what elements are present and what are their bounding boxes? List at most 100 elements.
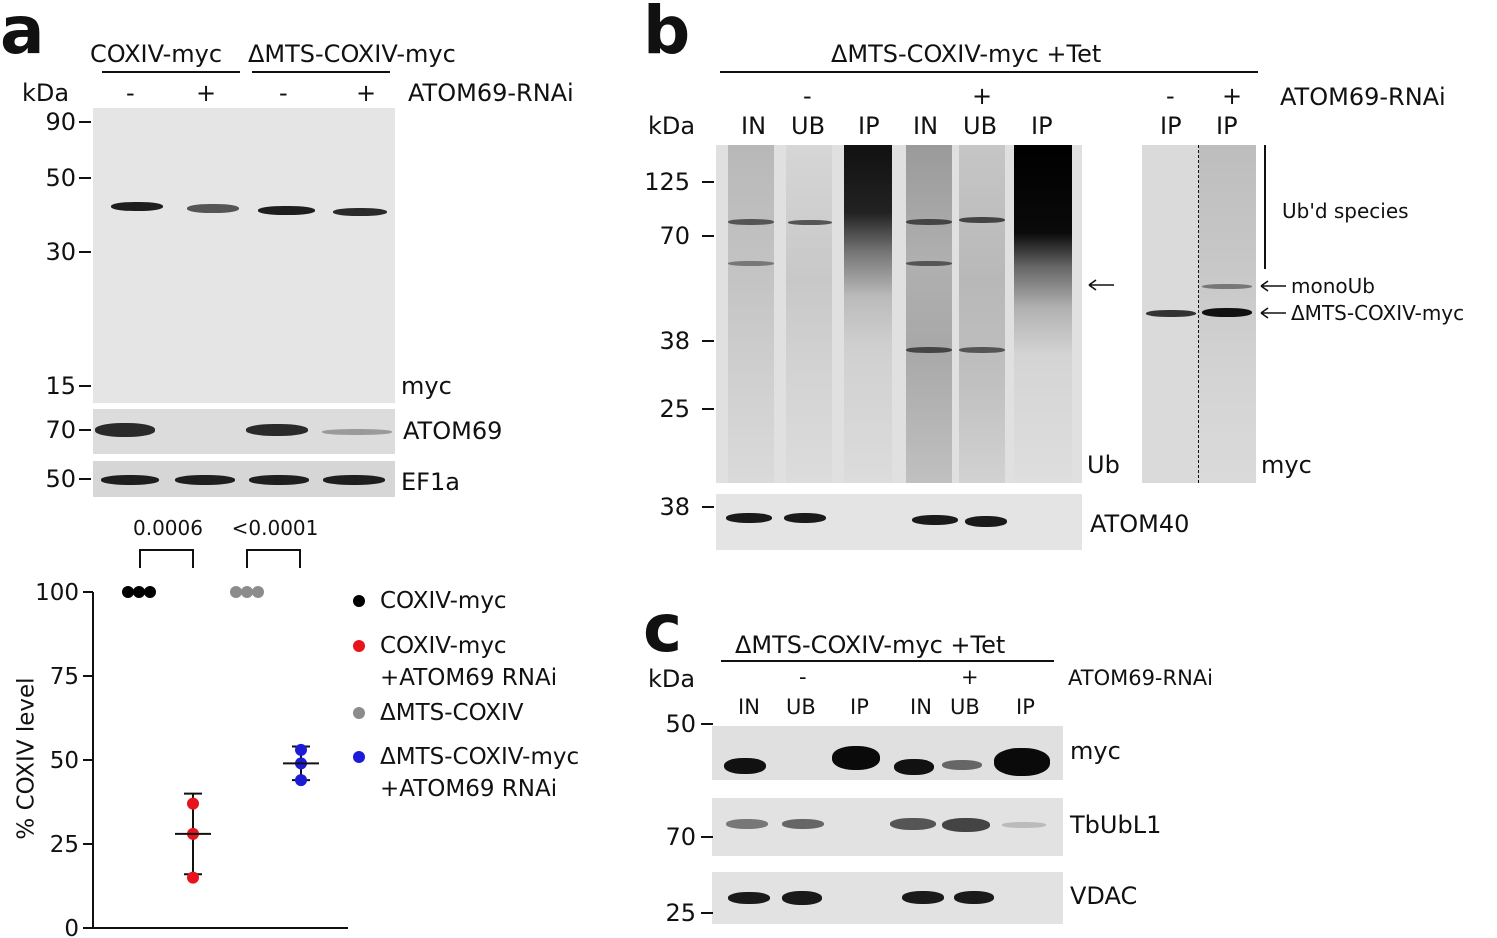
marker-tick xyxy=(702,408,714,410)
blot-label-ef1a: EF1a xyxy=(401,468,460,496)
data-point xyxy=(241,586,253,598)
lane-label: UB xyxy=(963,112,998,140)
rnai-sign: - xyxy=(799,665,807,689)
marker-label: 50 xyxy=(665,710,696,738)
lane-label: UB xyxy=(791,112,826,140)
rnai-sign: + xyxy=(961,665,979,689)
blot-band xyxy=(906,261,952,266)
species-bracket xyxy=(1264,145,1266,269)
blot-lane xyxy=(1014,145,1072,483)
blot-band xyxy=(728,261,774,266)
marker-tick xyxy=(79,429,91,431)
blot-band xyxy=(95,423,155,437)
marker-label: 50 xyxy=(45,465,76,493)
blot-label-ub: Ub xyxy=(1087,451,1120,479)
blot-band xyxy=(912,515,958,525)
construct-label-coxiv: COXIV-myc xyxy=(90,40,223,68)
blot-band xyxy=(942,760,982,770)
data-point xyxy=(187,797,199,810)
blot-band xyxy=(724,758,766,774)
blot-band xyxy=(894,759,934,775)
blot-band xyxy=(323,475,385,485)
pvalue-label: <0.0001 xyxy=(231,516,319,540)
tbubl1-blot xyxy=(712,798,1063,856)
rnai-sign: - xyxy=(126,79,135,107)
legend-label: ΔMTS-COXIV xyxy=(380,700,524,726)
rnai-sign: - xyxy=(803,82,812,110)
lane-label: IN xyxy=(910,695,932,719)
marker-label: 90 xyxy=(45,108,76,136)
data-point xyxy=(295,743,307,756)
blot-band xyxy=(906,347,952,353)
legend-dot xyxy=(353,707,365,719)
legend-label: ΔMTS-COXIV-myc xyxy=(380,744,580,770)
marker-label: 38 xyxy=(659,493,690,521)
lane-label: IP xyxy=(1216,112,1238,140)
blot-label-myc: myc xyxy=(1261,451,1312,479)
marker-label: 30 xyxy=(45,238,76,266)
lane-label: IN xyxy=(741,112,767,140)
blot-band xyxy=(246,424,308,436)
blot-band xyxy=(994,748,1050,776)
blot-band xyxy=(902,891,944,904)
blot-band xyxy=(832,746,880,770)
blot-band xyxy=(959,347,1005,353)
lane-label: IP xyxy=(1160,112,1182,140)
blot-band xyxy=(187,204,239,213)
marker-label: 70 xyxy=(659,222,690,250)
construct-label: ΔMTS-COXIV-myc +Tet xyxy=(735,631,1006,659)
data-point xyxy=(252,586,264,598)
lane-label: IP xyxy=(858,112,880,140)
blot-lane xyxy=(906,145,952,483)
panel-b-label: b xyxy=(643,0,691,69)
blot-lane xyxy=(786,145,832,483)
marker-tick xyxy=(702,235,714,237)
myc-blot-c xyxy=(712,726,1063,780)
construct-underline xyxy=(720,71,1258,73)
data-point xyxy=(122,586,134,598)
atom40-blot xyxy=(716,494,1082,550)
y-tick-label: 0 xyxy=(64,916,79,938)
vdac-blot xyxy=(712,872,1063,924)
blot-band xyxy=(728,892,770,904)
legend-dot xyxy=(353,595,365,607)
blot-band xyxy=(175,475,235,485)
blot-band xyxy=(942,818,990,832)
blot-band xyxy=(782,819,824,829)
y-tick-label: 75 xyxy=(50,664,79,690)
rnai-label: ATOM69-RNAi xyxy=(1068,666,1214,690)
construct-underline xyxy=(721,660,1054,662)
legend-label: +ATOM69 RNAi xyxy=(380,776,558,802)
y-axis-label: % COXIV level xyxy=(13,677,40,840)
blot-band xyxy=(1002,822,1046,828)
marker-label: 50 xyxy=(45,164,76,192)
marker-tick xyxy=(701,836,713,838)
blot-band xyxy=(101,475,159,485)
marker-tick xyxy=(701,912,713,914)
blot-band xyxy=(258,206,315,215)
blot-band xyxy=(906,219,952,225)
rnai-sign: + xyxy=(1222,82,1243,110)
marker-tick xyxy=(79,121,91,123)
arrow-left-icon xyxy=(1260,280,1286,292)
blot-label-myc: myc xyxy=(401,372,452,400)
marker-tick xyxy=(79,251,91,253)
y-tick-label: 50 xyxy=(50,748,79,774)
construct-label-dmts: ΔMTS-COXIV-myc xyxy=(248,40,456,68)
marker-label: 38 xyxy=(659,327,690,355)
annotation-monoub: monoUb xyxy=(1291,274,1375,298)
lane-divider xyxy=(1198,145,1199,483)
panel-c-label: c xyxy=(643,590,683,667)
rnai-label: ATOM69-RNAi xyxy=(408,79,574,107)
blot-band xyxy=(788,220,832,225)
kda-label: kDa xyxy=(648,665,696,693)
lane-label: IP xyxy=(1016,695,1035,719)
blot-band xyxy=(890,818,936,830)
rnai-sign: - xyxy=(1166,82,1175,110)
blot-band xyxy=(726,513,772,523)
blot-label-tbubl1: TbUbL1 xyxy=(1070,811,1162,839)
legend-label: COXIV-myc xyxy=(380,633,507,659)
marker-tick xyxy=(79,478,91,480)
blot-band xyxy=(959,217,1005,223)
rnai-sign: + xyxy=(196,79,217,107)
